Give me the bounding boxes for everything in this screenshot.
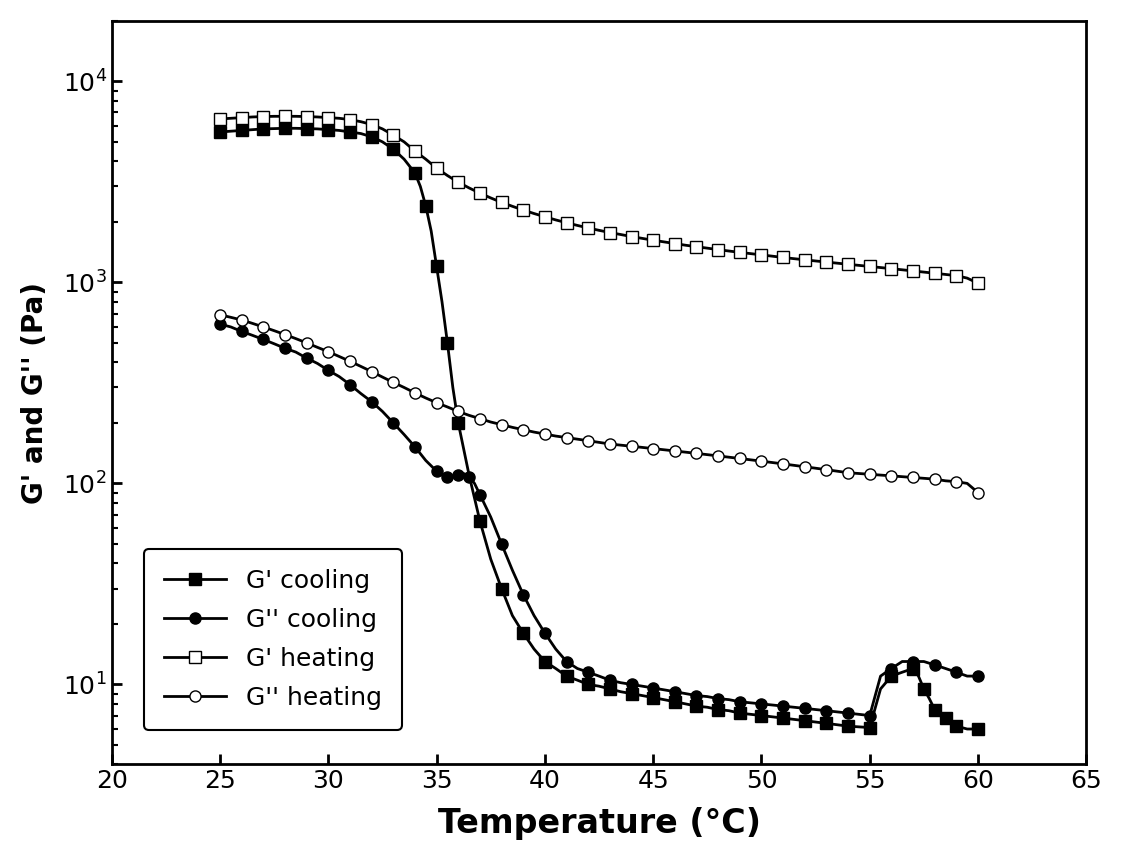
G'' heating (430, 398, 444, 408)
G'' cooling (776, 701, 789, 711)
Legend: G' cooling, G'' cooling, G' heating, G'' heating: G' cooling, G'' cooling, G' heating, G''… (144, 548, 402, 729)
G'' cooling (971, 671, 985, 681)
G' cooling (430, 261, 444, 271)
Line: G' heating: G' heating (214, 111, 984, 288)
G' heating (440, 170, 454, 181)
G'' cooling (862, 710, 876, 721)
G' heating (235, 113, 248, 123)
G' cooling (668, 697, 682, 707)
G'' cooling (279, 344, 292, 354)
G'' cooling (831, 707, 844, 717)
G'' cooling (798, 703, 812, 714)
G' heating (267, 111, 281, 121)
G' cooling (528, 644, 541, 654)
G'' heating (928, 474, 941, 484)
G' cooling (517, 628, 530, 638)
G' cooling (279, 123, 292, 133)
Y-axis label: G' and G'' (Pa): G' and G'' (Pa) (21, 282, 48, 504)
G'' heating (213, 310, 227, 320)
G' cooling (798, 715, 812, 726)
G' cooling (419, 201, 432, 211)
G'' heating (495, 419, 509, 430)
Line: G'' cooling: G'' cooling (214, 319, 984, 722)
Line: G' cooling: G' cooling (214, 123, 984, 734)
G' heating (592, 226, 605, 236)
G'' heating (668, 446, 682, 456)
G' heating (679, 240, 693, 251)
G'' heating (582, 436, 595, 446)
G'' cooling (809, 704, 822, 715)
G' heating (971, 278, 985, 288)
G' cooling (213, 127, 227, 137)
G'' cooling (895, 656, 909, 666)
G'' heating (235, 315, 248, 325)
G' cooling (971, 724, 985, 734)
G' heating (213, 114, 227, 124)
Line: G'' heating: G'' heating (214, 309, 984, 499)
G' heating (939, 269, 952, 280)
X-axis label: Temperature (°C): Temperature (°C) (438, 807, 760, 840)
G' cooling (960, 724, 974, 734)
G'' heating (971, 487, 985, 498)
G' heating (798, 255, 812, 265)
G'' cooling (213, 319, 227, 329)
